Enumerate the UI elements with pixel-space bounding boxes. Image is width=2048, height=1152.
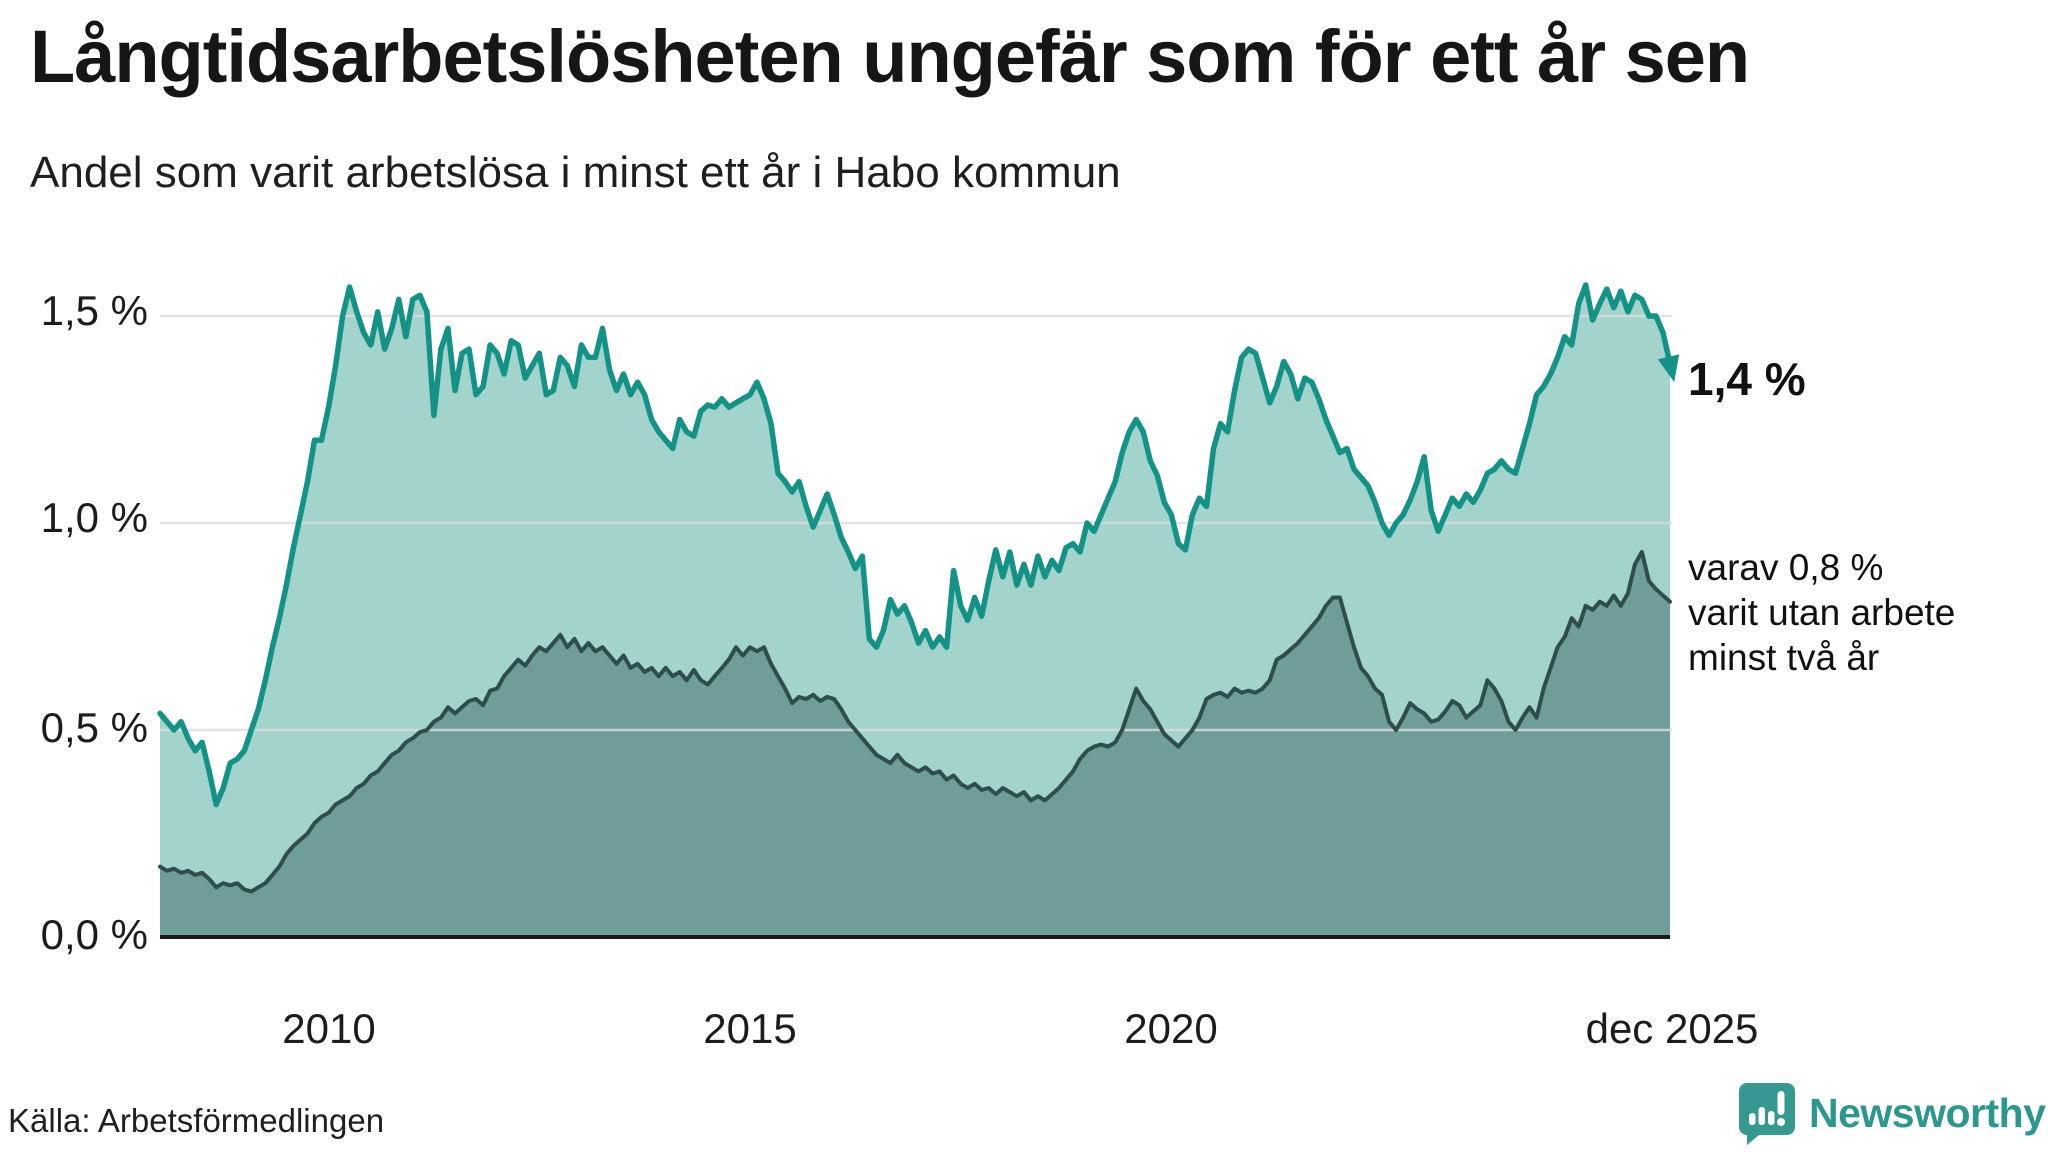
x-axis-tick-2010: 2010 <box>282 1005 376 1052</box>
two-year-label-line1: varav 0,8 % <box>1688 547 1884 588</box>
x-axis-tick-dec-2025: dec 2025 <box>1585 1005 1759 1052</box>
source-note: Källa: Arbetsförmedlingen <box>8 1102 385 1139</box>
y-axis-tick-1-5: 1,5 % <box>40 287 148 334</box>
x-axis-tick-2020: 2020 <box>1124 1005 1218 1052</box>
two-year-label-line2: varit utan arbete <box>1688 592 1956 633</box>
two-year-label-line3: minst två år <box>1688 637 1880 678</box>
two-year-series-label: varav 0,8 % varit utan arbete minst två … <box>1688 545 1955 680</box>
newsworthy-brand-text: Newsworthy <box>1809 1089 2046 1136</box>
newsworthy-logo-icon <box>1739 1083 1795 1145</box>
y-axis-tick-1-0: 1,0 % <box>40 494 148 541</box>
y-axis-tick-0-5: 0,5 % <box>40 704 148 751</box>
newsworthy-brand: Newsworthy <box>1737 1081 2046 1145</box>
chart-title: Långtidsarbetslösheten ungefär som för e… <box>30 15 1750 98</box>
latest-value-label: 1,4 % <box>1688 353 1806 405</box>
chart-subtitle: Andel som varit arbetslösa i minst ett å… <box>30 148 1121 197</box>
x-axis-tick-2015: 2015 <box>703 1005 797 1052</box>
y-axis-tick-0-0: 0,0 % <box>40 911 148 958</box>
